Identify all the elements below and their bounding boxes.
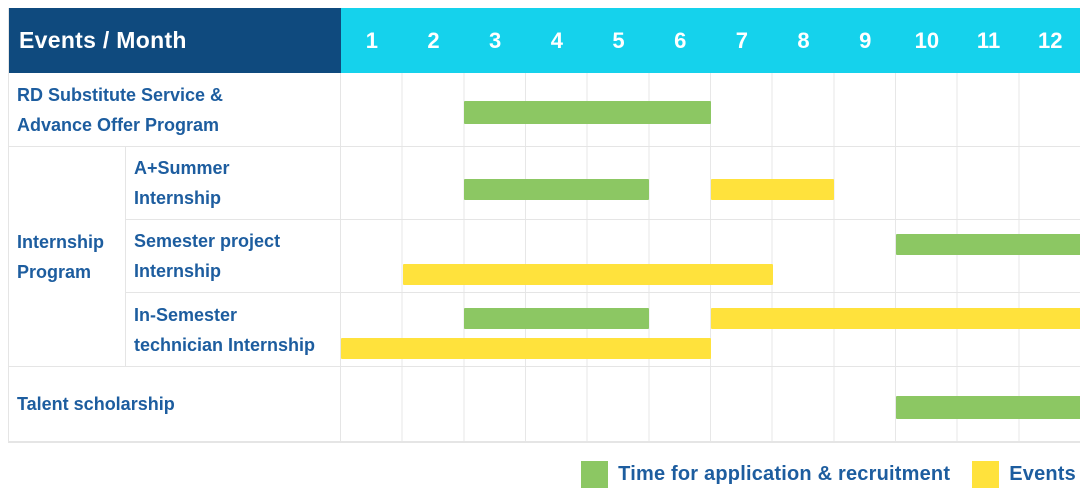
gantt-bar-green: [896, 234, 1080, 256]
month-label-1: 1: [365, 27, 378, 53]
gantt-bar-yellow: [711, 307, 1080, 329]
gantt-bar-yellow: [402, 263, 773, 285]
chart-row-talent-scholarship: [341, 367, 1080, 442]
gantt-bar-yellow: [711, 178, 835, 200]
month-label-6: 6: [674, 27, 687, 53]
gantt-bar-green: [896, 395, 1080, 419]
row-label-talent-scholarship: Talent scholarship: [9, 367, 341, 442]
legend-item-yellow: Events: [972, 460, 1076, 488]
chart-row-rd-substitute: [341, 73, 1080, 147]
legend-item-green: Time for application & recruitment: [581, 460, 951, 488]
row-label-rd-substitute: RD Substitute Service & Advance Offer Pr…: [9, 73, 341, 147]
legend: Time for application & recruitment Events: [581, 458, 1076, 490]
chart-row-semester-project: [341, 220, 1080, 293]
month-label-10: 10: [914, 27, 940, 53]
month-label-5: 5: [612, 27, 625, 53]
gantt-bar-green: [464, 307, 650, 329]
month-label-11: 11: [976, 27, 1001, 53]
month-label-2: 2: [427, 27, 440, 53]
row-label-semester-project: Semester project Internship: [126, 220, 341, 293]
month-label-8: 8: [797, 27, 810, 53]
gantt-bar-green: [464, 101, 711, 125]
month-label-9: 9: [859, 27, 872, 53]
chart-row-in-semester: [341, 293, 1080, 367]
gantt-bar-yellow: [341, 337, 711, 359]
gantt-bar-green: [464, 178, 650, 200]
table-header-events-month: Events / Month: [9, 8, 341, 73]
month-label-12: 12: [1037, 27, 1063, 53]
row-label-a-summer: A+Summer Internship: [126, 147, 341, 220]
gantt-schedule-table: Events / Month 1 2 3 4 5 6 7 8 9 10 11 12 RD Substi…: [8, 8, 1080, 443]
legend-label: Events: [1009, 462, 1076, 485]
row-label-in-semester: In-Semester technician Internship: [126, 293, 341, 367]
month-label-4: 4: [550, 27, 563, 53]
legend-label: Time for application & recruitment: [618, 462, 951, 485]
month-header-row: 1 2 3 4 5 6 7 8 9 10 11 12: [341, 8, 1080, 73]
month-label-7: 7: [735, 27, 748, 53]
row-group-label-internship-program: Internship Program: [9, 147, 126, 367]
legend-swatch-green: [581, 460, 609, 488]
chart-row-a-summer: [341, 147, 1080, 220]
month-label-3: 3: [489, 27, 502, 53]
legend-swatch-yellow: [972, 460, 1000, 488]
